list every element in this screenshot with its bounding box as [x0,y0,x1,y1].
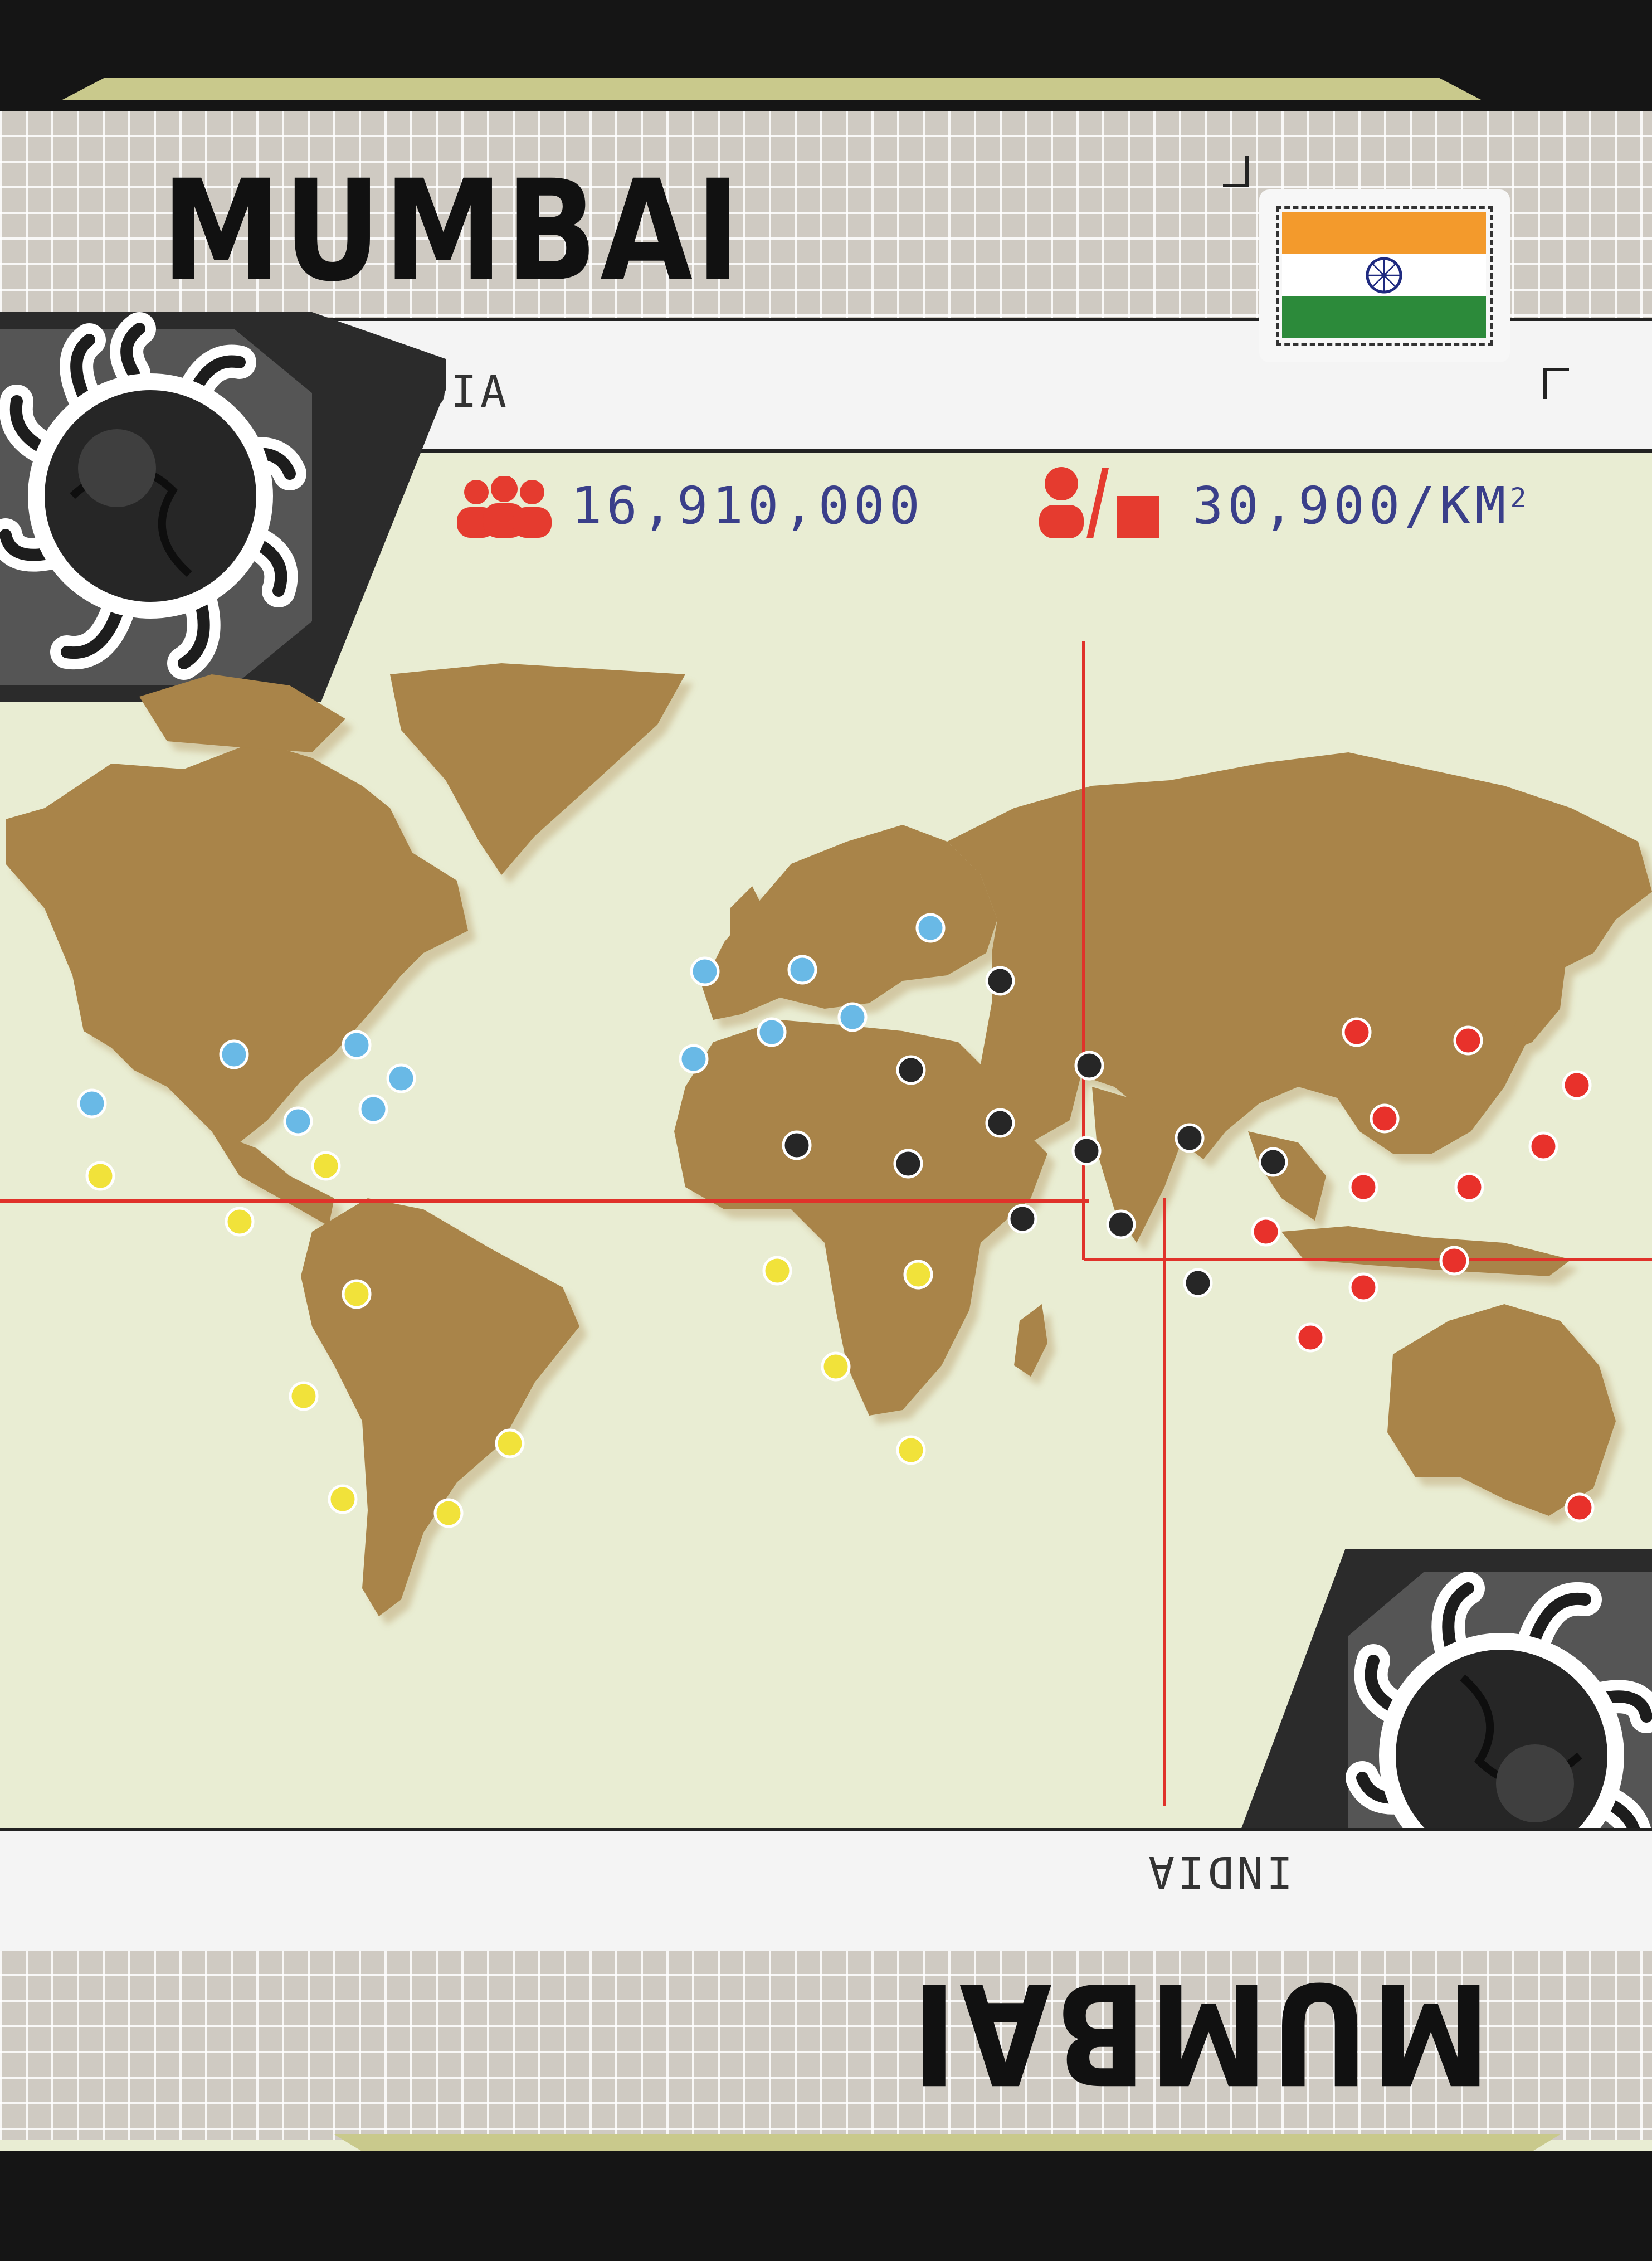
city-marker-yellow [903,1260,933,1290]
world-map [0,641,1652,1806]
city-marker-black [1074,1051,1104,1081]
asia [947,752,1652,1159]
city-marker-yellow [821,1351,851,1382]
city-marker-black [1007,1204,1037,1234]
city-marker-blue [358,1094,388,1124]
blue-region-cities [77,913,946,1136]
yellow-region-cities [85,1151,933,1528]
continents [6,663,1652,1616]
population-value: 16,910,000 [571,476,924,536]
city-marker-red [1348,1172,1378,1202]
africa [674,1020,1047,1416]
country-strip-bottom [0,1828,1652,1957]
europe [702,825,997,1020]
city-marker-red [1251,1217,1281,1247]
city-marker-blue [219,1039,249,1069]
greenland [390,663,685,875]
city-marker-blue [690,956,720,986]
australia [1387,1304,1616,1516]
city-marker-black [893,1149,923,1179]
india-flag [1276,206,1493,346]
people-group-icon [457,476,552,538]
southeast-asia [1248,1131,1326,1221]
india-flag-graphic [1282,212,1486,338]
city-marker-blue [77,1088,107,1119]
city-marker-red [1562,1070,1592,1100]
city-marker-yellow [896,1435,926,1465]
density-value: 30,900/KM2 [1192,480,1526,532]
madagascar [1014,1304,1047,1377]
city-marker-red [1528,1131,1558,1161]
city-marker-yellow [311,1151,341,1181]
city-marker-blue [757,1017,787,1047]
city-marker-red [1453,1025,1483,1056]
city-marker-black [782,1130,812,1160]
city-marker-black [1106,1209,1136,1239]
city-marker-red [1439,1246,1469,1276]
black-region-cities [782,966,1288,1298]
city-marker-black [985,966,1015,996]
city-marker-yellow [342,1279,372,1309]
city-marker-red [1454,1172,1484,1202]
density-number: 30,900/KM [1192,476,1510,536]
uk [730,886,769,953]
city-marker-yellow [495,1428,525,1458]
crop-mark-top [1223,156,1249,187]
city-marker-red [1295,1322,1326,1353]
city-marker-black [1175,1123,1205,1153]
city-marker-black [1258,1147,1288,1177]
city-marker-blue [342,1030,372,1060]
south-america [301,1198,579,1616]
arctic-islands [139,674,345,752]
indonesia [1281,1226,1571,1276]
india-subcontinent [1092,1087,1181,1243]
city-marker-blue [837,1002,868,1032]
city-marker-yellow [289,1381,319,1411]
city-marker-yellow [762,1256,792,1286]
north-america [6,741,468,1142]
city-marker-black [896,1055,926,1085]
city-marker-red [1348,1272,1378,1302]
city-marker-red [1370,1103,1400,1134]
city-marker-yellow [328,1484,358,1514]
city-marker-red [1342,1017,1372,1047]
city-marker-yellow [433,1498,464,1528]
city-marker-black [1183,1268,1213,1298]
person-per-area-icon [1039,467,1159,538]
flag-frame [1259,189,1510,362]
japan [1504,942,1566,1053]
city-marker-blue [679,1044,709,1074]
city-marker-red [1565,1492,1595,1523]
footer-grid-panel [0,1951,1652,2140]
crop-mark-bottom [1543,368,1569,399]
bottom-trim [0,2151,1652,2261]
city-marker-yellow [225,1207,255,1237]
city-marker-blue [386,1063,416,1093]
city-marker-black [1071,1136,1102,1166]
virus-emblem-icon [0,312,306,680]
city-marker-yellow [85,1161,115,1191]
city-name-title: MUMBAI [162,150,743,312]
city-marker-black [985,1108,1015,1138]
top-accent-stripe [61,78,1482,100]
city-marker-blue [283,1106,313,1136]
density-unit-exponent: 2 [1510,483,1527,514]
city-marker-blue [787,955,817,985]
red-region-cities [1251,1017,1595,1523]
city-marker-blue [915,913,946,943]
